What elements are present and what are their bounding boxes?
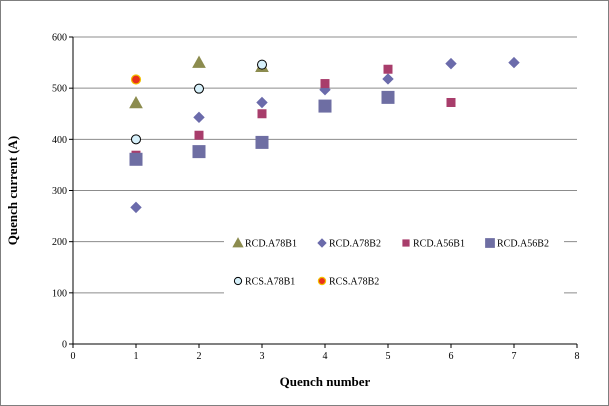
y-tick-label: 500 [52,84,67,95]
y-tick-label: 400 [52,135,67,146]
data-point-rcd-a56b1 [257,109,267,119]
x-tick-label: 2 [197,351,202,362]
data-point-rcs-a78b1 [131,134,141,145]
data-point-rcd-a78b1 [129,95,143,109]
data-point-rcd-a56b2 [255,135,269,149]
legend-label: RCD.A78B2 [329,239,381,250]
y-tick-label: 300 [52,186,67,197]
data-point-rcs-a78b1 [257,59,267,70]
data-point-rcd-a56b1 [446,97,456,107]
axes [69,36,578,348]
data-point-rcs-a78b2 [130,74,142,85]
data-point-rcd-a78b2 [193,111,205,124]
y-tick-label: 200 [52,237,67,248]
legend: RCD.A78B1 RCD.A78B2 RCD.A56B1 RCD.A56B2 RCS.… [224,229,564,295]
legend-label: RCD.A78B1 [245,239,297,250]
data-points [129,55,520,214]
legend-label: RCS.A78B2 [329,277,379,288]
legend-label: RCD.A56B2 [497,239,549,250]
data-point-rcd-a78b2 [445,57,457,70]
data-point-rcd-a56b2 [381,90,395,104]
legend-background [224,229,564,295]
legend-marker [317,238,327,248]
data-point-rcd-a56b2 [318,99,332,113]
data-point-rcd-a56b1 [383,64,393,74]
y-tick-label: 600 [52,33,67,44]
legend-marker [317,276,327,286]
y-tick-label: 100 [52,288,67,299]
y-tick-label: 0 [62,340,67,351]
legend-label: RCS.A78B1 [245,277,295,288]
data-point-rcd-a56b2 [129,152,143,166]
x-tick-label: 1 [134,351,139,362]
data-point-rcd-a56b2 [192,145,206,159]
legend-marker [485,238,495,248]
data-point-rcd-a56b1 [320,79,330,89]
data-point-rcd-a56b1 [194,130,204,140]
x-tick-label: 3 [260,351,265,362]
x-axis-title: Quench number [280,374,371,389]
data-point-rcd-a78b2 [508,56,520,69]
x-tick-label: 4 [323,351,328,362]
legend-marker [402,239,410,247]
x-tick-label: 6 [449,351,454,362]
legend-marker [233,276,243,286]
y-axis-title: Quench current (A) [5,136,20,246]
tick-labels: 0 100 200 300 400 500 600 0 1 2 3 4 5 6 7 8 [52,33,580,363]
data-point-rcd-a78b2 [382,73,394,85]
x-tick-label: 7 [512,351,517,362]
data-point-rcd-a78b1 [192,55,206,68]
data-point-rcs-a78b1 [194,83,204,94]
x-tick-label: 5 [386,351,391,362]
x-tick-label: 8 [575,351,580,362]
legend-label: RCD.A56B1 [413,239,465,250]
data-point-rcd-a78b2 [256,96,268,109]
x-tick-label: 0 [71,351,76,362]
data-point-rcd-a78b2 [130,201,142,214]
legend-marker [232,237,244,248]
